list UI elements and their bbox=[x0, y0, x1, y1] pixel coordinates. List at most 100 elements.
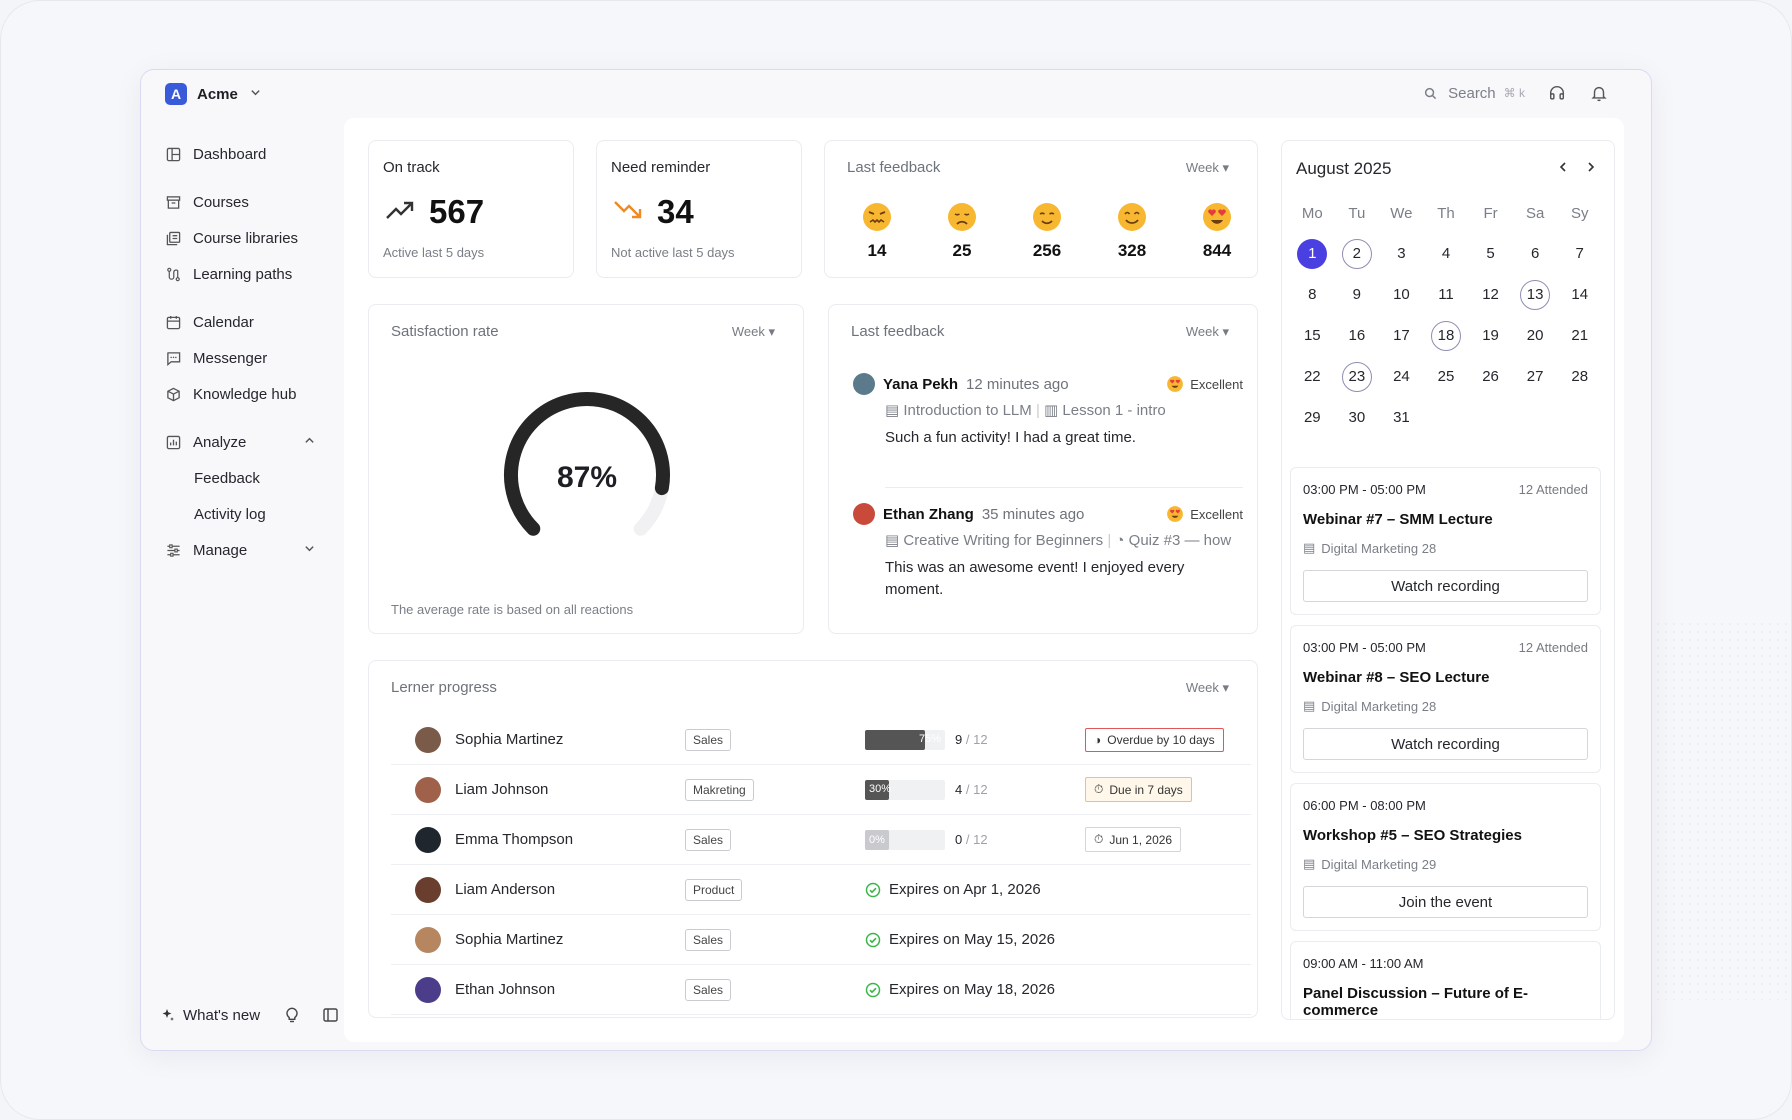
sidebar-item-knowledge-hub[interactable]: Knowledge hub bbox=[165, 376, 315, 412]
table-row[interactable]: Sophia Martinez Sales 75% 9 / 12 ◑ Overdu… bbox=[391, 715, 1251, 765]
sidebar-toggle-icon[interactable] bbox=[320, 1005, 340, 1025]
need-reminder-card: Need reminder 34 Not active last 5 days bbox=[596, 140, 802, 278]
lesson-name[interactable]: Lesson 1 - intro bbox=[1062, 402, 1166, 419]
period-label: Week bbox=[1185, 160, 1219, 175]
rating-label: Excellent bbox=[1190, 506, 1243, 522]
heart-eyes-face-icon bbox=[1203, 203, 1231, 231]
calendar-day[interactable]: 3 bbox=[1397, 245, 1406, 262]
brand-name: Acme bbox=[197, 85, 238, 103]
stat-value: 34 bbox=[657, 193, 694, 230]
chevron-up-icon bbox=[304, 435, 315, 449]
bell-icon[interactable] bbox=[1589, 83, 1609, 103]
avatar bbox=[415, 776, 441, 803]
archive-icon: ▤ bbox=[885, 532, 900, 549]
progress-fill bbox=[865, 729, 925, 750]
calendar-day[interactable]: 23 bbox=[1335, 360, 1380, 393]
lightbulb-icon[interactable] bbox=[282, 1005, 302, 1025]
calendar-day[interactable]: 11 bbox=[1438, 286, 1454, 303]
course-name[interactable]: Introduction to LLM bbox=[903, 402, 1032, 419]
sidebar-item-learning-paths[interactable]: Learning paths bbox=[165, 256, 315, 292]
calendar-day[interactable]: 19 bbox=[1482, 327, 1499, 344]
avatar bbox=[415, 876, 441, 903]
watch-recording-button[interactable]: Watch recording bbox=[1303, 570, 1588, 602]
event-time: 06:00 PM - 08:00 PM bbox=[1303, 798, 1426, 813]
period-label: Week bbox=[1185, 324, 1219, 339]
period-dropdown[interactable]: Week ▾ bbox=[1185, 324, 1229, 339]
check-circle-icon bbox=[865, 882, 881, 897]
calendar-day[interactable]: 29 bbox=[1303, 409, 1321, 426]
period-dropdown[interactable]: Week ▾ bbox=[1185, 680, 1229, 695]
calendar-day[interactable]: 1 bbox=[1290, 237, 1335, 270]
period-dropdown[interactable]: Week ▾ bbox=[1185, 160, 1229, 175]
feedback-item[interactable]: Ethan Zhang 35 minutes ago Excellent ▤ C… bbox=[853, 503, 1243, 601]
sidebar-item-messenger[interactable]: Messenger bbox=[165, 340, 315, 376]
chevron-left-icon[interactable] bbox=[1558, 159, 1568, 176]
sidebar-item-courses[interactable]: Courses bbox=[165, 184, 315, 220]
calendar-day[interactable]: 8 bbox=[1308, 286, 1317, 303]
calendar-day[interactable]: 27 bbox=[1526, 368, 1544, 385]
calendar-day[interactable]: 17 bbox=[1393, 327, 1410, 344]
table-row[interactable]: Liam Johnson Makreting 30% 4 / 12 ⏱ Due i… bbox=[391, 765, 1251, 815]
event-time: 03:00 PM - 05:00 PM bbox=[1303, 482, 1426, 497]
topbar-actions: Search ⌘ k bbox=[1420, 83, 1609, 103]
sidebar-item-manage[interactable]: Manage bbox=[165, 532, 315, 568]
timer-icon: ⏱ bbox=[1094, 782, 1104, 796]
calendar-day[interactable]: 18 bbox=[1424, 319, 1469, 352]
calendar-day[interactable]: 5 bbox=[1486, 245, 1495, 262]
stat-value: 567 bbox=[429, 193, 485, 230]
sidebar-item-course-libraries[interactable]: Course libraries bbox=[165, 220, 315, 256]
period-dropdown[interactable]: Week ▾ bbox=[731, 324, 775, 339]
calendar-day[interactable]: 14 bbox=[1571, 286, 1589, 303]
table-row[interactable]: Emma Thompson Sales 0% 0 / 12 ⏱ Jun 1, 20… bbox=[391, 815, 1251, 865]
calendar-day[interactable]: 15 bbox=[1303, 327, 1321, 344]
event-time: 03:00 PM - 05:00 PM bbox=[1303, 640, 1426, 655]
chevron-right-icon[interactable] bbox=[1586, 159, 1596, 176]
calendar-day[interactable]: 22 bbox=[1303, 368, 1321, 385]
table-row[interactable]: Liam Anderson Product Expires on Apr 1, … bbox=[391, 865, 1251, 915]
smile-face-icon bbox=[1118, 203, 1146, 231]
calendar-day[interactable]: 6 bbox=[1530, 245, 1540, 262]
calendar-weekday: Sa bbox=[1525, 205, 1545, 222]
sidebar-item-analyze[interactable]: Analyze bbox=[165, 424, 315, 460]
sidebar-subitem-feedback[interactable]: Feedback bbox=[194, 469, 260, 487]
feedback-list-card: Last feedback Week ▾ Yana Pekh 12 minute… bbox=[828, 304, 1258, 634]
watch-recording-button[interactable]: Watch recording bbox=[1303, 728, 1588, 760]
calendar-icon bbox=[165, 314, 181, 330]
calendar-day[interactable]: 25 bbox=[1437, 368, 1455, 385]
calendar-day[interactable]: 30 bbox=[1348, 409, 1366, 426]
calendar-panel: August 2025 Mo Tu We Th Fr Sa Sy 1 2 3 4 5 6 7 8 9 10 11 1… bbox=[1281, 140, 1615, 1020]
calendar-day[interactable]: 10 bbox=[1393, 286, 1410, 303]
whats-new-link[interactable]: What's new bbox=[183, 1006, 261, 1024]
join-event-button[interactable]: Join the event bbox=[1303, 886, 1588, 918]
workspace-switcher[interactable]: A Acme bbox=[165, 83, 261, 105]
on-track-card: On track 567 Active last 5 days bbox=[368, 140, 574, 278]
calendar-day[interactable]: 24 bbox=[1393, 368, 1410, 385]
calendar-day[interactable]: 4 bbox=[1441, 245, 1451, 262]
calendar-day[interactable]: 26 bbox=[1482, 368, 1499, 385]
sidebar-item-dashboard[interactable]: Dashboard bbox=[165, 136, 315, 172]
calendar-day[interactable]: 12 bbox=[1482, 286, 1499, 303]
calendar-day[interactable]: 28 bbox=[1571, 368, 1589, 385]
calendar-day[interactable]: 20 bbox=[1526, 327, 1544, 344]
expiry-info: Expires on Apr 1, 2026 bbox=[865, 881, 1041, 898]
sidebar-item-calendar[interactable]: Calendar bbox=[165, 304, 315, 340]
stat-subtitle: Not active last 5 days bbox=[611, 245, 735, 260]
department-tag: Sales bbox=[685, 728, 732, 751]
course-name[interactable]: Creative Writing for Beginners bbox=[903, 532, 1104, 549]
table-row[interactable]: Ethan Johnson Sales Expires on May 18, 2… bbox=[391, 965, 1251, 1015]
calendar-day[interactable]: 13 bbox=[1513, 278, 1558, 311]
search-button[interactable]: Search ⌘ k bbox=[1420, 83, 1525, 103]
calendar-day[interactable]: 16 bbox=[1348, 327, 1366, 344]
calendar-day[interactable]: 9 bbox=[1352, 286, 1362, 303]
headphones-icon[interactable] bbox=[1547, 83, 1567, 103]
calendar-day[interactable]: 2 bbox=[1335, 237, 1380, 270]
lesson-name[interactable]: Quiz #3 — how bbox=[1128, 532, 1232, 549]
trend-up-icon bbox=[385, 199, 415, 226]
satisfaction-gauge bbox=[504, 392, 670, 536]
calendar-day[interactable]: 31 bbox=[1393, 409, 1410, 426]
calendar-day[interactable]: 21 bbox=[1571, 327, 1589, 344]
calendar-day[interactable]: 7 bbox=[1575, 245, 1584, 262]
table-row[interactable]: Sophia Martinez Sales Expires on May 15,… bbox=[391, 915, 1251, 965]
sidebar-subitem-activity-log[interactable]: Activity log bbox=[194, 505, 266, 523]
feedback-item[interactable]: Yana Pekh 12 minutes ago Excellent ▤ Int… bbox=[853, 373, 1243, 449]
